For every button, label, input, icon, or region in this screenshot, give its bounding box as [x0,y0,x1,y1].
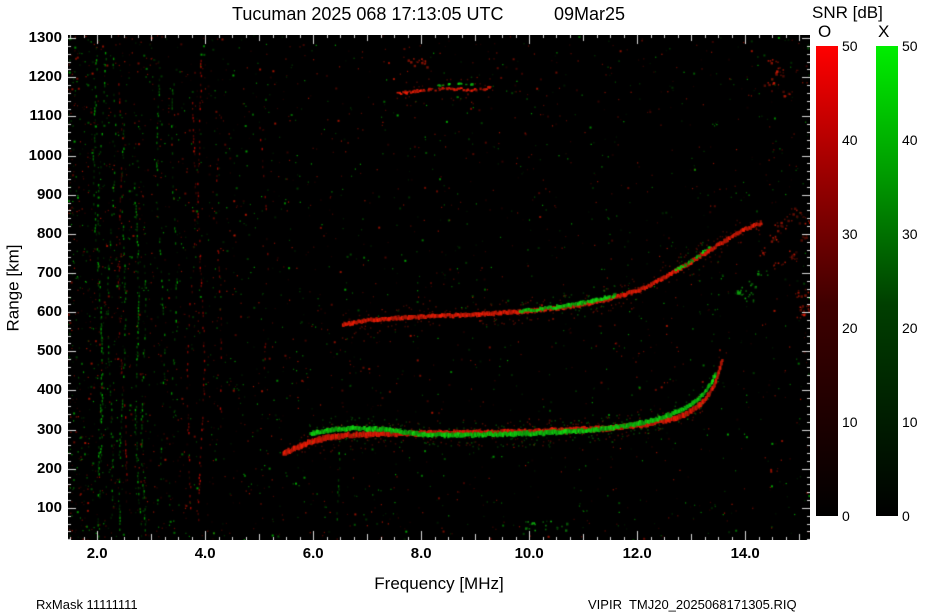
colorbar-x-tick-label: 10 [902,414,918,430]
footer-rxmask: RxMask 11111111 [36,597,138,612]
y-tick-label: 500 [36,342,62,360]
colorbar-o-tick-label: 40 [842,132,858,148]
x-axis-label: Frequency [MHz] [374,574,504,593]
x-tick-label: 6.0 [302,545,324,562]
colorbar-x-tick-label: 0 [902,508,910,524]
colorbar-title: SNR [dB] [812,3,883,22]
colorbar-x-tick-label: 50 [902,38,918,54]
title-date: 09Mar25 [554,4,626,24]
x-tick-label: 8.0 [410,545,432,562]
x-tick-label: 10.0 [514,545,544,562]
y-tick-label: 1300 [28,29,62,47]
y-tick-label: 800 [36,224,62,242]
y-tick-label: 1100 [29,107,62,125]
page-title: Tucuman 2025 068 17:13:05 UTC [232,4,504,24]
x-tick-label: 14.0 [730,545,760,562]
y-tick-label: 400 [36,381,62,399]
y-tick-label: 300 [36,420,62,438]
ionogram-plot-canvas [68,35,810,540]
y-tick-label: 1000 [28,146,62,164]
colorbar-o-label: O [818,22,832,41]
x-tick-label: 12.0 [622,545,652,562]
colorbar-o-tick-label: 30 [842,226,858,242]
x-tick-label: 2.0 [86,545,108,562]
colorbar-o-tick-label: 50 [842,38,858,54]
colorbar-x-tick-label: 40 [902,132,918,148]
colorbar-x-bar [876,46,898,516]
colorbar-o-tick-label: 10 [842,414,858,430]
footer-filename: VIPIR TMJ20_2025068171305.RIQ [588,597,797,612]
colorbar-x-tick-label: 30 [902,226,918,242]
y-tick-label: 100 [36,498,62,516]
y-tick-label: 700 [36,264,62,281]
colorbar-x-tick-label: 20 [902,320,918,336]
x-tick-label: 4.0 [194,545,216,562]
y-tick-label: 900 [36,185,62,203]
colorbar-o-tick-label: 20 [842,320,858,336]
y-tick-label: 600 [36,303,62,321]
y-tick-label: 200 [36,459,62,477]
colorbar-o-tick-label: 0 [842,508,850,524]
y-tick-label: 1200 [28,68,62,86]
colorbar-x-label: X [878,22,890,41]
colorbar-o-bar [816,46,838,516]
